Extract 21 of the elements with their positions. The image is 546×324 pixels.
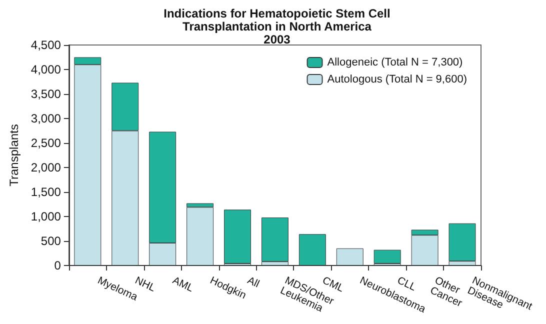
chart-title: Indications for Hematopoietic Stem Cell Transplantation in North America 2003	[164, 6, 390, 46]
y-tick-label: 2,000	[30, 160, 62, 174]
bar	[448, 223, 476, 262]
y-tick-label: 1,000	[30, 209, 62, 224]
x-tick-label: NHL	[133, 275, 157, 294]
legend-label: Allogeneic (Total N = 7,300)	[327, 56, 463, 68]
y-tick-label: 4,000	[30, 62, 62, 76]
y-tick-label: 1,500	[30, 184, 62, 199]
bar	[261, 217, 288, 262]
y-axis-title: Transplants	[7, 124, 21, 186]
bar	[374, 250, 401, 264]
y-tick-label: 500	[40, 234, 62, 248]
x-tick-label: AML	[170, 275, 195, 295]
y-tick-label: 0	[54, 258, 62, 272]
legend-label: Autologous (Total N = 9,600)	[327, 74, 468, 86]
bar	[224, 210, 251, 264]
y-tick-label: 3,500	[30, 87, 62, 101]
y-tick-label: 4,500	[30, 38, 62, 52]
x-tick-label: All	[246, 275, 261, 290]
y-tick-label: 2,500	[30, 136, 62, 150]
y-tick-label: 3,000	[30, 112, 62, 126]
